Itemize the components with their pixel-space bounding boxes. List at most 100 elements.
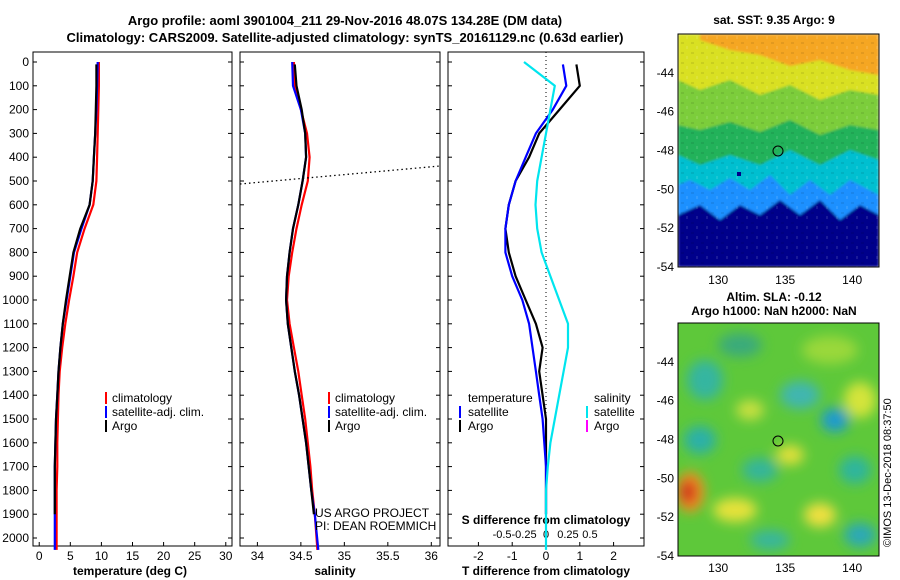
legend-climatology-swatch bbox=[105, 392, 107, 404]
temperature-x-tick: 20 bbox=[157, 549, 171, 563]
depth-tick: 200 bbox=[9, 103, 29, 117]
depth-tick: 1300 bbox=[2, 364, 29, 378]
sla-blob bbox=[802, 336, 858, 364]
sla-blob bbox=[780, 381, 820, 409]
project-note-line-2: PI: DEAN ROEMMICH bbox=[315, 519, 436, 533]
depth-tick: 1700 bbox=[2, 460, 29, 474]
temperature-panel-frame bbox=[32, 51, 233, 547]
depth-tick: 100 bbox=[9, 79, 29, 93]
title-line-1: Argo profile: aoml 3901004_211 29-Nov-20… bbox=[128, 13, 562, 28]
depth-tick: 1500 bbox=[2, 412, 29, 426]
legend-temp-argo-swatch bbox=[459, 420, 461, 432]
sla-blob bbox=[718, 333, 762, 357]
project-note-line-1: US ARGO PROJECT bbox=[315, 506, 430, 520]
salinity-x-tick: 34 bbox=[251, 549, 265, 563]
sla-blob bbox=[804, 503, 836, 527]
salinity-x-tick-labels: 34 34.5 35 35.5 36 bbox=[251, 549, 439, 563]
sla-blob bbox=[687, 360, 723, 400]
temperature-x-tick-labels: 0 5 10 15 20 25 30 bbox=[36, 549, 233, 563]
depth-tick: 700 bbox=[9, 222, 29, 236]
legend-argo-swatch bbox=[105, 420, 107, 432]
legend-sal-satellite-label: satellite bbox=[594, 405, 635, 419]
series-line-temperature-satellite bbox=[504, 64, 568, 515]
sla-map-title-line-2: Argo h1000: NaN h2000: NaN bbox=[691, 304, 856, 318]
sst-x-tick: 135 bbox=[775, 273, 795, 287]
sla-map-image bbox=[678, 323, 879, 556]
salinity-x-tick: 35 bbox=[338, 549, 352, 563]
sla-blob bbox=[750, 530, 790, 550]
sla-blob bbox=[742, 458, 778, 482]
sst-y-tick: -52 bbox=[657, 221, 675, 235]
legend-climatology-label: climatology bbox=[335, 391, 395, 405]
depth-tick: 400 bbox=[9, 150, 29, 164]
sst-map-image bbox=[678, 34, 879, 267]
legend-sal-argo-label: Argo bbox=[594, 419, 620, 433]
s-difference-tick: 0.25 bbox=[557, 529, 578, 541]
sst-y-tick-labels: -44 -46 -48 -50 -52 -54 bbox=[657, 66, 675, 274]
legend-satellite-swatch bbox=[328, 406, 330, 418]
salinity-chart bbox=[240, 61, 440, 551]
sst-argo-marker bbox=[772, 145, 784, 157]
legend-climatology-label: climatology bbox=[112, 391, 172, 405]
depth-tick: 2000 bbox=[2, 531, 29, 545]
sla-x-tick: 140 bbox=[842, 561, 862, 575]
s-difference-tick-labels: -0.5 -0.25 0 0.25 0.5 bbox=[493, 529, 598, 541]
depth-tick: 0 bbox=[22, 55, 29, 69]
depth-tick: 1000 bbox=[2, 293, 29, 307]
sla-y-tick-labels: -44 -46 -48 -50 -52 -54 bbox=[657, 355, 675, 563]
legend-satellite-label: satellite-adj. clim. bbox=[335, 405, 427, 419]
sla-y-tick: -48 bbox=[657, 433, 675, 447]
legend-salinity-title: salinity bbox=[594, 391, 631, 405]
depth-tick: 1100 bbox=[3, 317, 29, 331]
sla-y-tick: -50 bbox=[657, 471, 675, 485]
s-difference-tick: -0.5 bbox=[493, 529, 512, 541]
temperature-x-tick: 25 bbox=[188, 549, 202, 563]
legend-satellite-swatch bbox=[105, 406, 107, 418]
sla-x-tick: 135 bbox=[775, 561, 795, 575]
sst-y-tick: -54 bbox=[657, 260, 675, 274]
salinity-x-tick: 35.5 bbox=[376, 549, 400, 563]
depth-tick: 500 bbox=[9, 174, 29, 188]
sst-texture bbox=[678, 34, 879, 267]
depth-tick: 1800 bbox=[2, 483, 29, 497]
legend-argo-label: Argo bbox=[335, 419, 361, 433]
sla-blob bbox=[736, 400, 764, 420]
difference-chart bbox=[448, 52, 644, 550]
legend-temp-argo-label: Argo bbox=[468, 419, 494, 433]
salinity-legend: climatology satellite-adj. clim. Argo bbox=[328, 391, 427, 433]
difference-salinity-legend: salinity satellite Argo bbox=[586, 391, 635, 433]
temperature-x-tick: 30 bbox=[219, 549, 233, 563]
temperature-x-tick: 0 bbox=[36, 549, 43, 563]
salinity-x-tick: 34.5 bbox=[289, 549, 313, 563]
difference-x-tick: 1 bbox=[576, 549, 583, 563]
sla-blob bbox=[844, 523, 876, 547]
legend-sal-argo-swatch bbox=[586, 420, 588, 432]
sla-blob bbox=[776, 445, 804, 465]
sst-map-frame bbox=[677, 33, 880, 268]
sst-speck bbox=[737, 172, 741, 176]
temperature-x-tick: 15 bbox=[126, 549, 140, 563]
temperature-x-label: temperature (deg C) bbox=[73, 564, 187, 578]
sla-y-tick: -44 bbox=[657, 355, 675, 369]
sst-x-tick: 140 bbox=[842, 273, 862, 287]
sla-blob bbox=[844, 382, 876, 418]
sla-map-frame bbox=[677, 322, 880, 557]
s-difference-tick: 0.5 bbox=[582, 529, 597, 541]
sst-map-title: sat. SST: 9.35 Argo: 9 bbox=[713, 13, 835, 27]
legend-argo-swatch bbox=[328, 420, 330, 432]
legend-argo-label: Argo bbox=[112, 419, 138, 433]
sst-x-tick-labels: 130 135 140 bbox=[708, 273, 862, 287]
depth-tick: 600 bbox=[9, 198, 29, 212]
difference-x-tick-labels: -2 -1 0 1 2 bbox=[473, 549, 617, 563]
salinity-reference-dotted-line bbox=[239, 165, 441, 185]
temperature-x-tick: 10 bbox=[95, 549, 109, 563]
temperature-legend: climatology satellite-adj. clim. Argo bbox=[105, 391, 204, 433]
sst-y-tick: -44 bbox=[657, 66, 675, 80]
sla-blob bbox=[680, 480, 696, 504]
depth-tick: 1400 bbox=[2, 388, 29, 402]
sla-argo-marker bbox=[772, 435, 784, 447]
legend-temperature-title: temperature bbox=[468, 391, 533, 405]
difference-x-tick: -2 bbox=[473, 549, 484, 563]
difference-temperature-legend: temperature satellite Argo bbox=[459, 391, 533, 433]
